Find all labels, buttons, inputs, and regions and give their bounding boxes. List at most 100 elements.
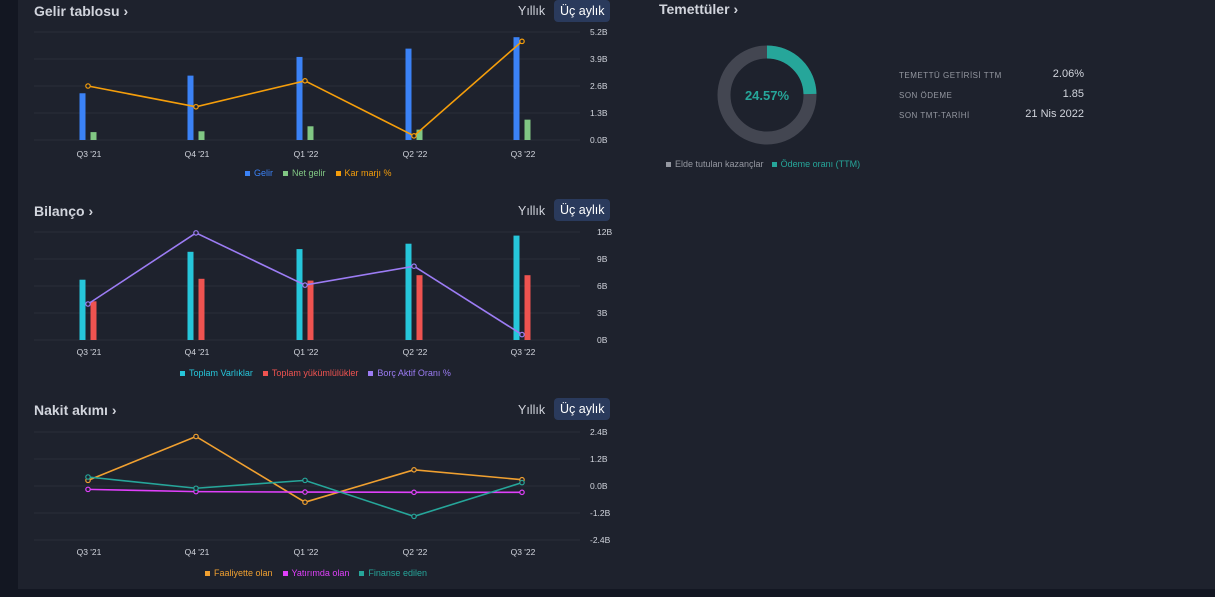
- x-tick-label: Q1 '22: [294, 347, 319, 357]
- x-tick-label: Q2 '22: [403, 547, 428, 557]
- income-legend: Gelir Net gelir Kar marjı %: [245, 168, 392, 178]
- bar: [90, 132, 97, 140]
- income-statement-title[interactable]: Gelir tablosu ›: [34, 3, 128, 19]
- x-tick-label: Q4 '21: [185, 547, 210, 557]
- legend-item[interactable]: Yatırımda olan: [282, 568, 350, 578]
- bar: [524, 275, 531, 340]
- legend-item[interactable]: Borç Aktif Oranı %: [368, 368, 451, 378]
- legend-swatch-icon: [282, 570, 288, 576]
- bar: [307, 126, 314, 140]
- x-tick-label: Q3 '22: [511, 149, 536, 159]
- bar: [513, 235, 520, 340]
- bar: [307, 280, 314, 340]
- data-point: [193, 433, 199, 440]
- y-tick-label: 3B: [597, 308, 608, 318]
- annual-button[interactable]: Yıllık: [518, 4, 546, 18]
- annual-button[interactable]: Yıllık: [518, 403, 546, 417]
- legend-swatch-icon: [205, 570, 210, 576]
- section-title-text: Bilanço: [34, 203, 85, 219]
- legend-label: Net gelir: [292, 168, 326, 178]
- bar: [90, 301, 97, 340]
- legend-swatch-icon: [180, 370, 185, 376]
- legend-item[interactable]: Net gelir: [283, 168, 326, 178]
- x-tick-label: Q3 '22: [511, 347, 536, 357]
- data-point: [519, 479, 525, 486]
- legend-item[interactable]: Elde tutulan kazançlar: [666, 159, 764, 169]
- outer-gutter: [0, 0, 18, 597]
- x-tick-label: Q3 '21: [77, 347, 102, 357]
- stat-label: SON TMT-TARİHİ: [899, 111, 970, 120]
- data-point: [302, 477, 308, 484]
- data-point: [411, 466, 417, 473]
- legend-label: Borç Aktif Oranı %: [377, 368, 451, 378]
- y-tick-label: 1.3B: [590, 108, 608, 118]
- bar: [416, 275, 423, 340]
- y-tick-label: 5.2B: [590, 27, 608, 37]
- stat-label: TEMETTÜ GETİRİSİ TTM: [899, 71, 1002, 80]
- data-point: [519, 331, 525, 338]
- legend-swatch-icon: [335, 170, 341, 176]
- financials-panel: [18, 0, 1215, 589]
- y-tick-label: 0.0B: [590, 481, 608, 491]
- legend-swatch-icon: [359, 570, 365, 576]
- quarterly-button[interactable]: Üç aylık: [554, 199, 611, 221]
- balance-legend: Toplam Varlıklar Toplam yükümlülükler Borç…: [180, 368, 451, 378]
- y-tick-label: 12B: [597, 227, 612, 237]
- y-tick-label: 2.6B: [590, 81, 608, 91]
- y-tick-label: 6B: [597, 281, 608, 291]
- data-point: [193, 485, 199, 492]
- cashflow-legend: Faaliyette olan Yatırımda olan Finanse edi…: [205, 568, 427, 578]
- legend-label: Elde tutulan kazançlar: [675, 159, 764, 169]
- section-title-text: Nakit akımı: [34, 402, 108, 418]
- x-tick-label: Q3 '22: [511, 547, 536, 557]
- legend-label: Ödeme oranı (TTM): [780, 159, 861, 169]
- data-point: [411, 513, 417, 520]
- chevron-right-icon: ›: [111, 402, 117, 418]
- data-point: [411, 489, 417, 496]
- legend-swatch-icon: [262, 370, 268, 376]
- balance-sheet-title[interactable]: Bilanço ›: [34, 203, 93, 219]
- bar: [296, 249, 303, 340]
- y-tick-label: 3.9B: [590, 54, 608, 64]
- bar: [296, 56, 303, 140]
- data-point: [193, 103, 199, 110]
- legend-label: Toplam yükümlülükler: [271, 368, 359, 378]
- quarterly-button[interactable]: Üç aylık: [554, 0, 611, 22]
- y-tick-label: -2.4B: [590, 535, 611, 545]
- legend-label: Toplam Varlıklar: [189, 368, 253, 378]
- x-tick-label: Q3 '21: [77, 149, 102, 159]
- legend-item[interactable]: Gelir: [245, 168, 273, 178]
- chevron-right-icon: ›: [88, 203, 94, 219]
- legend-label: Yatırımda olan: [291, 568, 350, 578]
- legend-label: Gelir: [254, 168, 274, 178]
- y-tick-label: 0.0B: [590, 135, 608, 145]
- x-tick-label: Q4 '21: [185, 347, 210, 357]
- legend-item[interactable]: Kar marjı %: [335, 168, 392, 178]
- section-title-text: Temettüler: [659, 1, 730, 17]
- legend-swatch-icon: [245, 170, 250, 176]
- bar: [79, 93, 86, 140]
- legend-item[interactable]: Toplam Varlıklar: [180, 368, 253, 378]
- legend-swatch-icon: [666, 161, 671, 167]
- legend-item[interactable]: Ödeme oranı (TTM): [771, 159, 861, 169]
- section-title-text: Gelir tablosu: [34, 3, 120, 19]
- x-tick-label: Q1 '22: [294, 149, 319, 159]
- chevron-right-icon: ›: [123, 3, 129, 19]
- bar: [405, 48, 412, 140]
- legend-item[interactable]: Finanse edilen: [359, 568, 427, 578]
- bar: [513, 37, 520, 140]
- y-tick-label: 0B: [597, 335, 608, 345]
- legend-item[interactable]: Faaliyette olan: [205, 568, 273, 578]
- data-point: [302, 78, 308, 84]
- y-tick-label: -1.2B: [590, 508, 611, 518]
- data-point: [519, 38, 525, 45]
- legend-item[interactable]: Toplam yükümlülükler: [262, 368, 359, 378]
- quarterly-button[interactable]: Üç aylık: [554, 398, 611, 420]
- bar: [198, 278, 205, 340]
- annual-button[interactable]: Yıllık: [518, 204, 546, 218]
- bar: [416, 129, 423, 140]
- cash-flow-title[interactable]: Nakit akımı ›: [34, 402, 117, 418]
- dividends-title[interactable]: Temettüler ›: [659, 1, 738, 17]
- data-point: [85, 301, 91, 307]
- x-tick-label: Q2 '22: [403, 149, 428, 159]
